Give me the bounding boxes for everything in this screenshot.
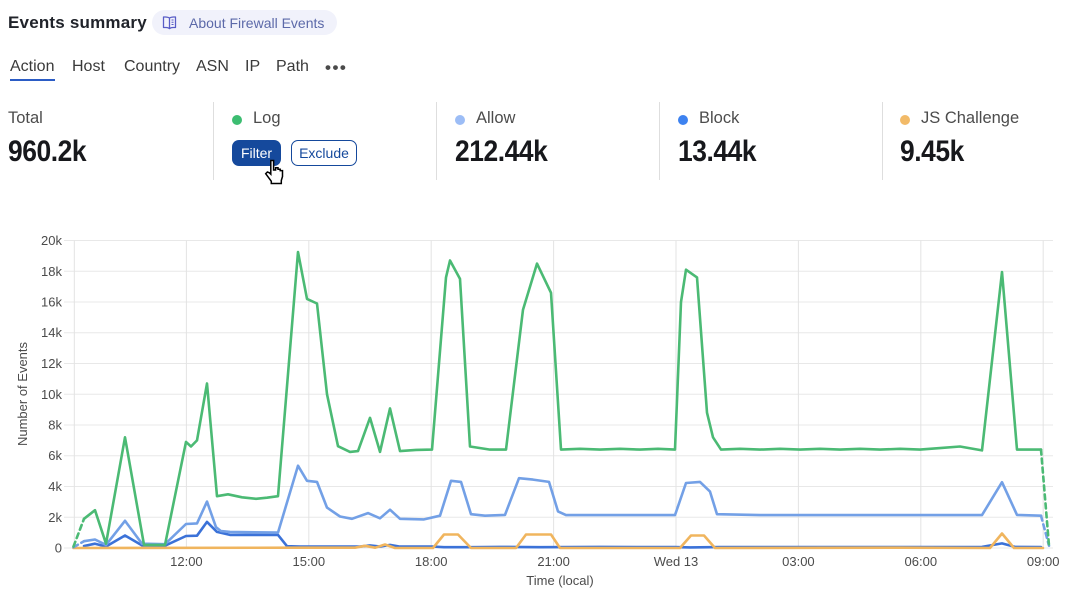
svg-text:4k: 4k — [48, 479, 62, 494]
svg-text:12k: 12k — [41, 356, 62, 371]
svg-text:Number of Events: Number of Events — [15, 341, 30, 446]
svg-text:16k: 16k — [41, 295, 62, 310]
svg-text:12:00: 12:00 — [170, 554, 203, 569]
svg-text:2k: 2k — [48, 510, 62, 525]
svg-text:06:00: 06:00 — [905, 554, 938, 569]
svg-text:18:00: 18:00 — [415, 554, 448, 569]
svg-text:6k: 6k — [48, 448, 62, 463]
svg-text:09:00: 09:00 — [1027, 554, 1060, 569]
svg-text:Time (local): Time (local) — [526, 573, 593, 588]
svg-text:18k: 18k — [41, 264, 62, 279]
svg-text:10k: 10k — [41, 387, 62, 402]
svg-text:0: 0 — [55, 541, 62, 556]
svg-text:Wed 13: Wed 13 — [654, 554, 699, 569]
svg-text:20k: 20k — [41, 233, 62, 248]
svg-text:14k: 14k — [41, 325, 62, 340]
svg-text:03:00: 03:00 — [782, 554, 815, 569]
svg-text:21:00: 21:00 — [537, 554, 570, 569]
svg-text:15:00: 15:00 — [293, 554, 326, 569]
svg-text:8k: 8k — [48, 418, 62, 433]
